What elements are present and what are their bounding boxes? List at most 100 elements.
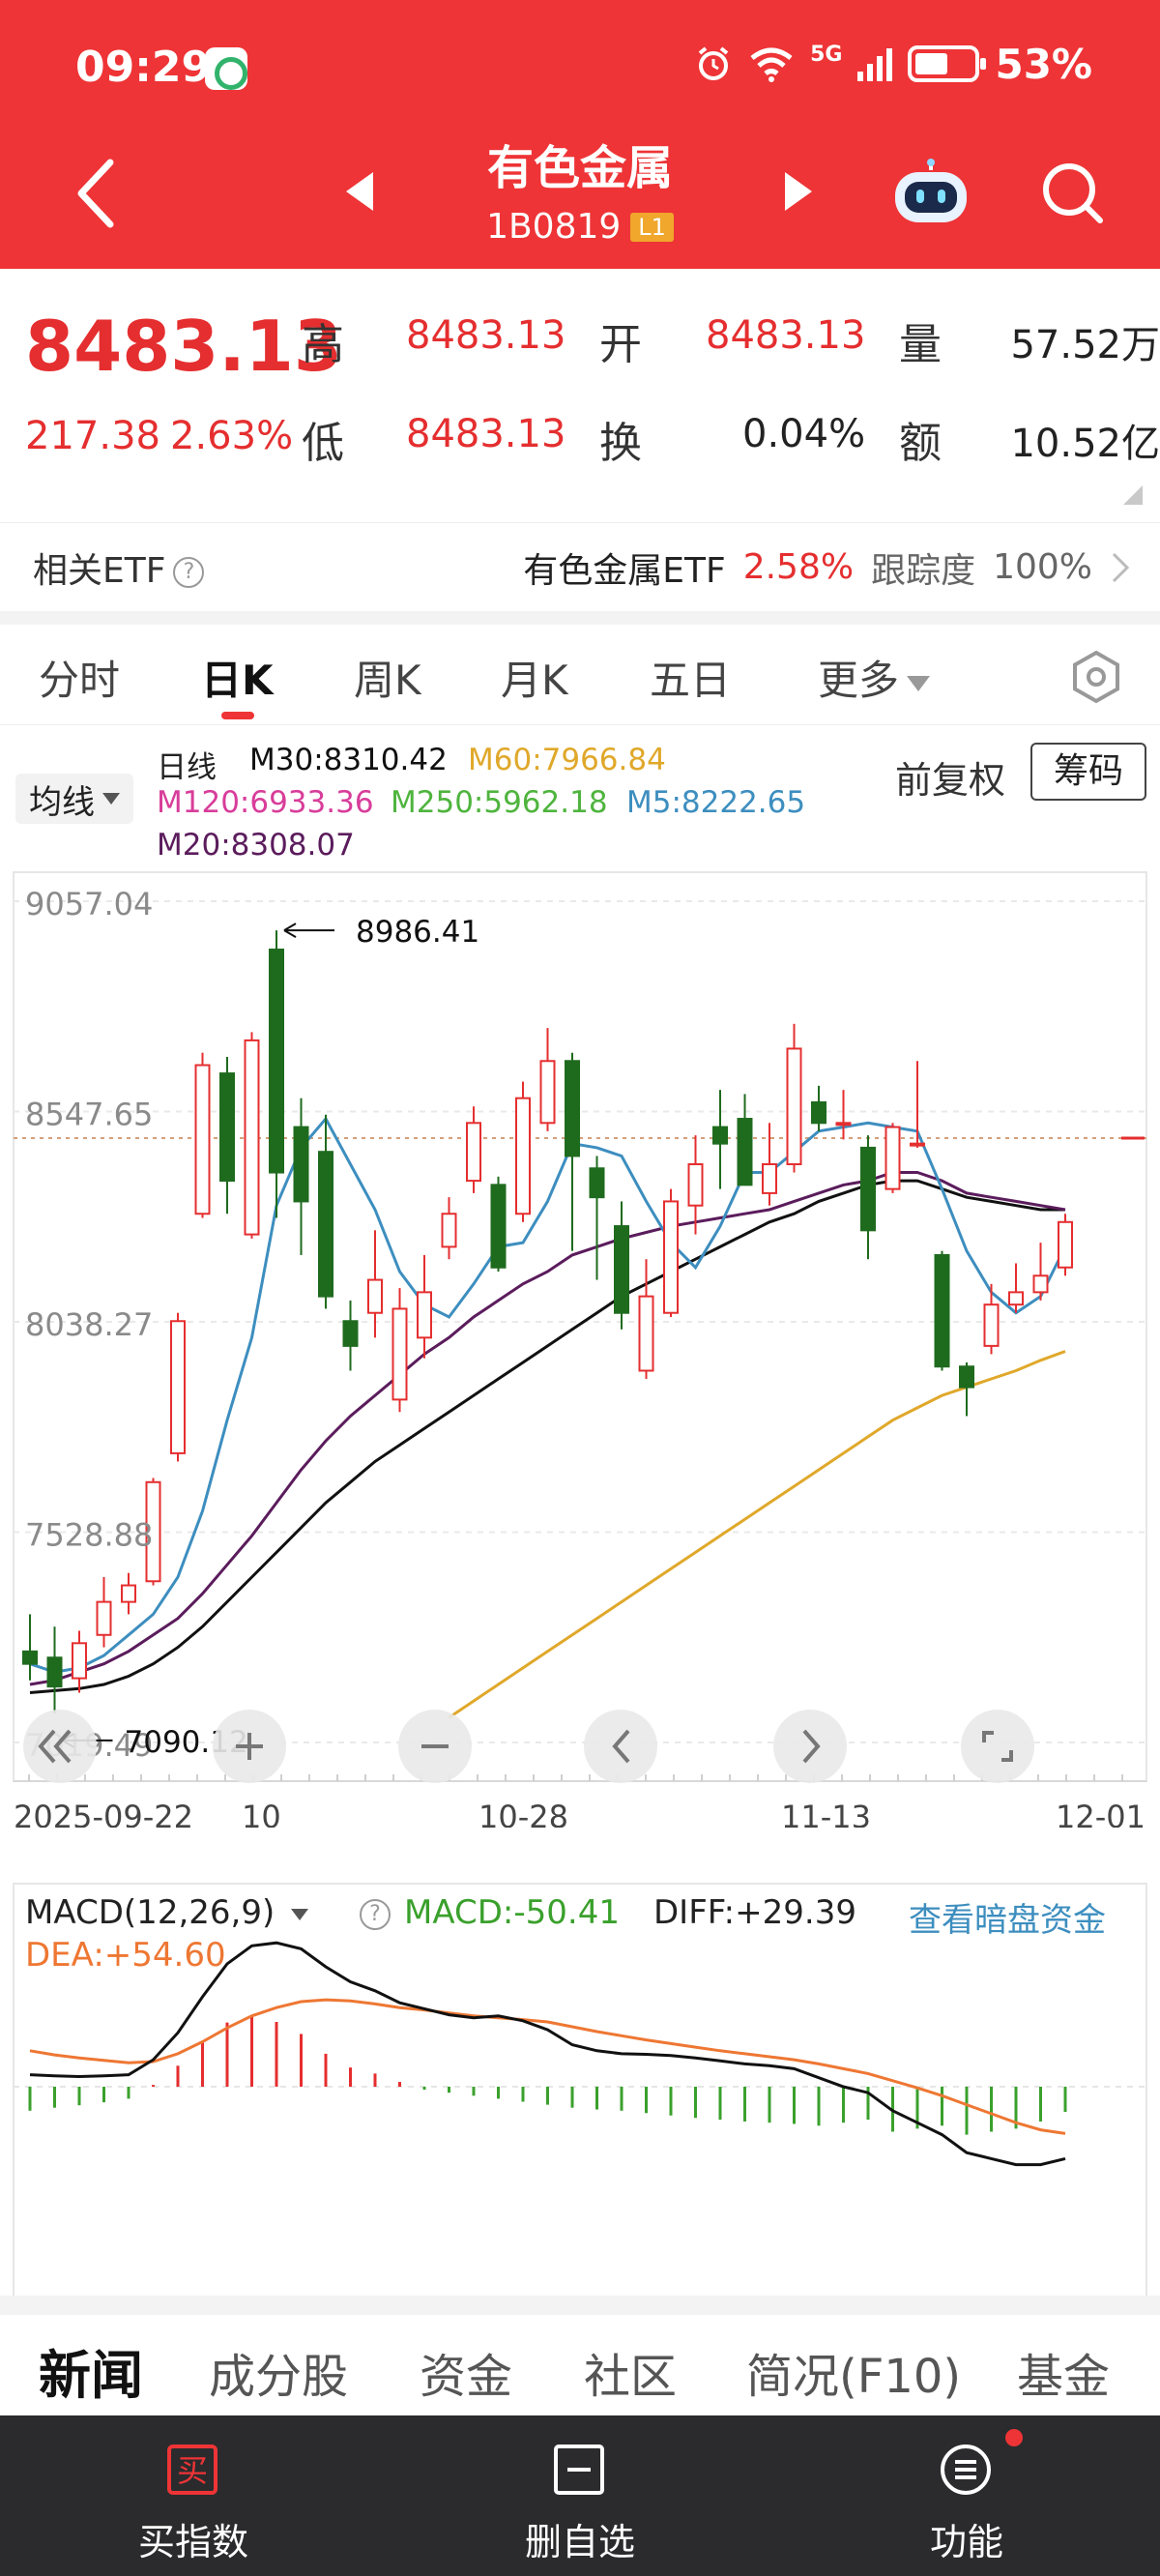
candle (1032, 1243, 1049, 1301)
candle (1008, 1263, 1024, 1313)
candle-body (737, 1118, 753, 1186)
kline-chart[interactable]: 9057.048547.658038.277528.887019.498986.… (0, 861, 1160, 1828)
zoom-in-button[interactable] (213, 1710, 286, 1783)
volume-value: 57.52万 (1010, 323, 1160, 367)
dark-pool-link[interactable]: 查看暗盘资金 (909, 1901, 1106, 1940)
candle (367, 1230, 383, 1338)
remove-watchlist-button[interactable]: 删自选 (454, 2415, 706, 2576)
x-tick-label: 2025-09-22 (14, 1799, 193, 1828)
candle (884, 1123, 901, 1193)
tab-fund[interactable]: 基金 (1017, 2350, 1111, 2404)
macd-lines (29, 1941, 1066, 2167)
search-icon[interactable] (1040, 161, 1104, 224)
open-label: 开 (599, 320, 642, 369)
prev-stock-button[interactable] (346, 172, 373, 211)
tab-constituents[interactable]: 成分股 (209, 2350, 349, 2404)
candle-body (244, 1039, 260, 1236)
double-chevron-left-icon (38, 1729, 72, 1764)
candle (145, 1478, 161, 1586)
legend-m20: M20:8308.07 (157, 828, 355, 863)
remove-watchlist-icon (554, 2444, 604, 2495)
legend-m120: M120:6933.36 (157, 785, 374, 820)
zoom-reset-button[interactable] (23, 1710, 97, 1783)
tab-funds-flow[interactable]: 资金 (420, 2350, 513, 2404)
dea-value: DEA:+54.60 (25, 1936, 226, 1975)
signal-icon (857, 46, 893, 81)
tab-community[interactable]: 社区 (584, 2350, 678, 2404)
robot-assistant-icon[interactable] (891, 159, 971, 226)
price-change-pct: 2.63% (170, 414, 294, 458)
scroll-left-button[interactable] (584, 1710, 657, 1783)
candle (737, 1094, 753, 1186)
candle-body (811, 1100, 826, 1125)
etf-info: 有色金属ETF 2.58% 跟踪度 100% (523, 542, 1131, 593)
fullscreen-button[interactable] (961, 1710, 1034, 1783)
macd-selector[interactable]: MACD(12,26,9) (25, 1893, 309, 1932)
svg-text:买: 买 (177, 2452, 208, 2489)
candle (712, 1090, 728, 1189)
wifi-icon (750, 47, 793, 82)
candle-body (614, 1225, 629, 1314)
dropdown-arrow-icon (291, 1908, 309, 1920)
candle (22, 1614, 38, 1681)
macd-value: MACD:-50.41 (404, 1893, 620, 1932)
back-arrow-icon[interactable] (68, 155, 126, 232)
ma-selector[interactable]: 均线 (15, 774, 133, 824)
settings-hexagon-icon[interactable] (1069, 650, 1123, 704)
volume-label: 量 (899, 320, 942, 369)
help-icon[interactable]: ? (360, 1899, 391, 1930)
adjust-toggle[interactable]: 前复权 (895, 759, 1006, 802)
tab-news[interactable]: 新闻 (39, 2345, 143, 2406)
candle (762, 1123, 777, 1206)
high-value: 8483.13 (406, 313, 566, 358)
scroll-right-button[interactable] (773, 1710, 847, 1783)
candle-body (663, 1200, 679, 1314)
candle (269, 930, 284, 1218)
macd-name: MACD(12,26,9) (25, 1893, 276, 1932)
tab-five-day[interactable]: 五日 (650, 657, 732, 704)
buy-index-button[interactable]: 买 买指数 (68, 2415, 319, 2576)
y-tick-label: 7528.88 (25, 1516, 153, 1553)
tab-daily-k[interactable]: 日K (201, 657, 274, 704)
candle (46, 1626, 63, 1713)
functions-button[interactable]: 功能 (841, 2415, 1092, 2576)
turnover-value: 0.04% (742, 412, 866, 456)
low-label: 低 (302, 419, 344, 468)
candle-body (121, 1584, 136, 1603)
candle (490, 1176, 507, 1273)
candle-body (441, 1213, 457, 1248)
amount-value: 10.52亿 (1010, 422, 1160, 466)
candle (219, 1056, 235, 1215)
kline-label: 日线 (157, 750, 217, 785)
candle-body (392, 1307, 408, 1401)
expand-icon (982, 1731, 1013, 1762)
tab-monthly-k[interactable]: 月K (501, 657, 568, 704)
tab-more[interactable]: 更多 (818, 648, 931, 707)
price-change: 217.38 (25, 414, 160, 458)
candle-body (712, 1126, 728, 1145)
candle (934, 1250, 950, 1371)
help-icon[interactable]: ? (173, 556, 205, 588)
candle-body (194, 1064, 211, 1215)
next-stock-button[interactable] (785, 172, 812, 211)
macd-chart[interactable] (0, 1876, 1160, 2301)
high-annotation-arrow (283, 922, 334, 939)
candle (170, 1312, 186, 1462)
candle (244, 1032, 260, 1239)
tab-weekly-k[interactable]: 周K (354, 657, 421, 704)
tab-profile-f10[interactable]: 简况(F10) (746, 2350, 962, 2404)
etf-name: 有色金属ETF (523, 550, 726, 591)
expand-corner-icon[interactable] (1123, 485, 1143, 505)
candles (22, 930, 1073, 1713)
high-label: 高 (302, 320, 344, 369)
candle (417, 1254, 432, 1359)
chips-button[interactable]: 筹码 (1030, 743, 1146, 801)
candle (860, 1135, 876, 1260)
related-etf-row[interactable]: 相关ETF? 有色金属ETF 2.58% 跟踪度 100% (0, 522, 1160, 611)
ma-selector-label: 均线 (29, 782, 95, 822)
zoom-out-button[interactable] (398, 1710, 472, 1783)
tab-intraday[interactable]: 分时 (39, 657, 121, 704)
battery-icon (908, 45, 987, 82)
candle (959, 1361, 974, 1417)
dea-line (29, 1998, 1066, 2135)
